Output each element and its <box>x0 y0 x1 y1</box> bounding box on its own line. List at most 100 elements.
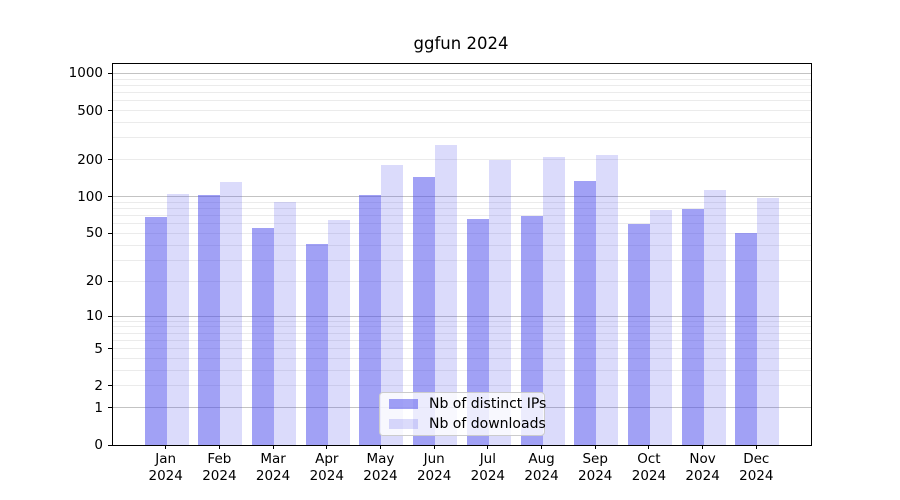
bar-ips-mar <box>252 227 275 445</box>
bar-downloads-feb <box>220 181 243 445</box>
y-tick-mark <box>108 159 112 161</box>
x-tick-year: 2024 <box>255 467 291 484</box>
gridline-minor <box>113 385 811 387</box>
bar-ips-jul <box>466 218 489 445</box>
x-tick-label-dec: Dec 2024 <box>726 451 786 484</box>
y-tick-mark <box>108 110 112 112</box>
x-tick-month: Jan <box>155 451 177 467</box>
x-tick-label-nov: Nov 2024 <box>673 451 733 484</box>
y-tick-label: 1 <box>94 399 103 416</box>
bar-ips-may <box>359 194 382 445</box>
legend-item-ips: Nb of distinct IPs <box>389 396 546 413</box>
y-tick-label: 2 <box>94 377 103 394</box>
bar-downloads-jan <box>166 194 189 445</box>
y-tick-mark <box>108 407 112 409</box>
gridline-minor <box>113 369 811 371</box>
bar-ips-feb <box>198 195 221 445</box>
gridline-minor <box>113 110 811 112</box>
x-tick-label-may: May 2024 <box>350 451 410 484</box>
y-tick-mark <box>108 348 112 350</box>
bar-downloads-oct <box>649 209 672 445</box>
x-tick-mark <box>433 445 435 449</box>
bar-ips-oct <box>627 223 650 445</box>
bar-ips-jan <box>144 217 167 445</box>
x-tick-month: Feb <box>207 451 232 467</box>
legend-item-downloads: Nb of downloads <box>389 416 546 433</box>
x-tick-label-feb: Feb 2024 <box>189 451 249 484</box>
y-tick-label: 5 <box>94 340 103 357</box>
bar-ips-jun <box>413 176 436 445</box>
x-tick-month: Apr <box>315 451 339 467</box>
gridline-minor <box>113 137 811 139</box>
y-tick-label: 500 <box>77 102 103 119</box>
legend-label: Nb of downloads <box>429 415 546 432</box>
x-tick-mark <box>594 445 596 449</box>
gridline-minor <box>113 92 811 93</box>
gridline-minor <box>113 339 811 341</box>
gridline-minor <box>113 259 811 261</box>
y-tick-label: 200 <box>77 151 103 168</box>
y-tick-label: 20 <box>85 273 103 290</box>
y-tick-mark <box>108 385 112 387</box>
bar-downloads-jun <box>435 145 458 445</box>
y-tick-mark <box>108 280 112 282</box>
gridline-minor <box>113 326 811 328</box>
x-tick-year: 2024 <box>685 467 720 484</box>
bar-ips-dec <box>735 233 758 445</box>
x-tick-month: Jul <box>479 451 496 467</box>
x-tick-mark <box>541 445 543 449</box>
gridline-minor <box>113 201 811 203</box>
gridline-minor <box>113 332 811 334</box>
y-tick-mark <box>108 444 112 446</box>
x-tick-label-mar: Mar 2024 <box>243 451 303 484</box>
x-tick-label-jul: Jul 2024 <box>458 451 518 484</box>
gridline-minor <box>113 84 811 86</box>
x-tick-mark <box>165 445 167 449</box>
x-axis: Jan 2024 Feb 2024 Mar 2024 Apr 2024 May 2024 Jun 20… <box>112 445 810 500</box>
bar-downloads-nov <box>703 190 726 445</box>
x-tick-year: 2024 <box>578 467 613 484</box>
bar-downloads-apr <box>327 220 350 445</box>
bar-downloads-aug <box>542 157 565 445</box>
x-tick-label-jun: Jun 2024 <box>404 451 464 484</box>
x-tick-year: 2024 <box>739 467 774 484</box>
bar-ips-nov <box>681 208 704 445</box>
x-tick-mark <box>648 445 650 449</box>
chart-title: ggfun 2024 <box>413 34 509 53</box>
legend-swatch-downloads <box>389 418 418 429</box>
x-tick-label-oct: Oct 2024 <box>619 451 679 484</box>
gridline-minor <box>113 100 811 102</box>
y-tick-label: 0 <box>94 437 103 453</box>
y-tick-mark <box>108 72 112 74</box>
y-tick-mark <box>108 196 112 198</box>
legend-swatch-ips <box>389 399 418 410</box>
y-tick-mark <box>108 315 112 317</box>
plot-area <box>112 63 812 446</box>
x-tick-year: 2024 <box>363 467 398 484</box>
x-tick-year: 2024 <box>416 467 452 484</box>
x-tick-label-jan: Jan 2024 <box>136 451 196 484</box>
bar-ips-apr <box>305 243 328 445</box>
x-tick-month: Sep <box>582 451 608 467</box>
x-tick-year: 2024 <box>631 467 667 484</box>
bar-downloads-jul <box>488 160 511 445</box>
gridline-minor <box>113 159 811 161</box>
legend-label: Nb of distinct IPs <box>429 396 547 413</box>
gridline-major <box>113 72 811 74</box>
gridline-minor <box>113 348 811 350</box>
x-tick-month: Dec <box>743 451 770 467</box>
bar-ips-aug <box>520 215 543 445</box>
gridline-minor <box>113 208 811 210</box>
y-tick-label: 1000 <box>68 65 103 82</box>
gridline-major <box>113 196 811 198</box>
x-tick-mark <box>702 445 704 449</box>
x-tick-mark <box>755 445 757 449</box>
x-tick-mark <box>379 445 381 449</box>
x-tick-mark <box>272 445 274 449</box>
bar-downloads-dec <box>757 198 780 445</box>
x-tick-month: Oct <box>637 451 661 467</box>
gridline-minor <box>113 280 811 282</box>
x-tick-label-apr: Apr 2024 <box>297 451 357 484</box>
x-tick-month: Nov <box>689 451 716 467</box>
